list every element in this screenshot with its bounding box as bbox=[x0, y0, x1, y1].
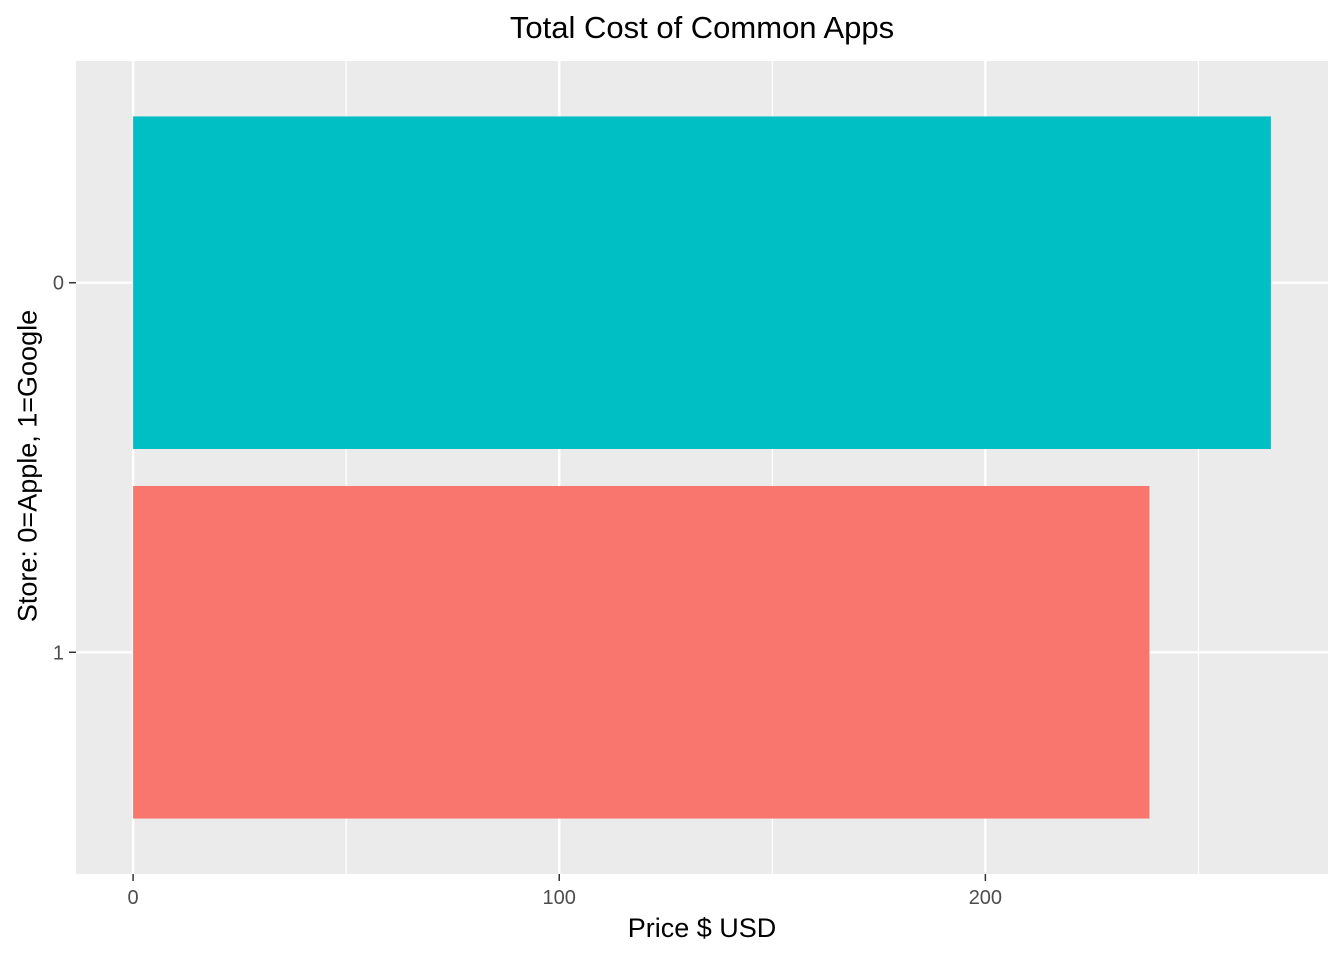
axes: 0 100 200 0 1 bbox=[53, 273, 1002, 909]
bar-0 bbox=[133, 116, 1271, 450]
x-tick-label: 0 bbox=[128, 887, 139, 909]
y-tick-label: 1 bbox=[53, 642, 64, 664]
chart-title: Total Cost of Common Apps bbox=[509, 10, 895, 45]
y-axis-title: Store: 0=Apple, 1=Google bbox=[12, 309, 43, 623]
x-axis-title: Price $ USD bbox=[627, 913, 777, 943]
bars bbox=[133, 116, 1271, 819]
bar-1 bbox=[133, 485, 1150, 819]
x-tick-label: 200 bbox=[969, 887, 1002, 909]
y-tick-label: 0 bbox=[53, 273, 64, 295]
x-tick-label: 100 bbox=[543, 887, 576, 909]
